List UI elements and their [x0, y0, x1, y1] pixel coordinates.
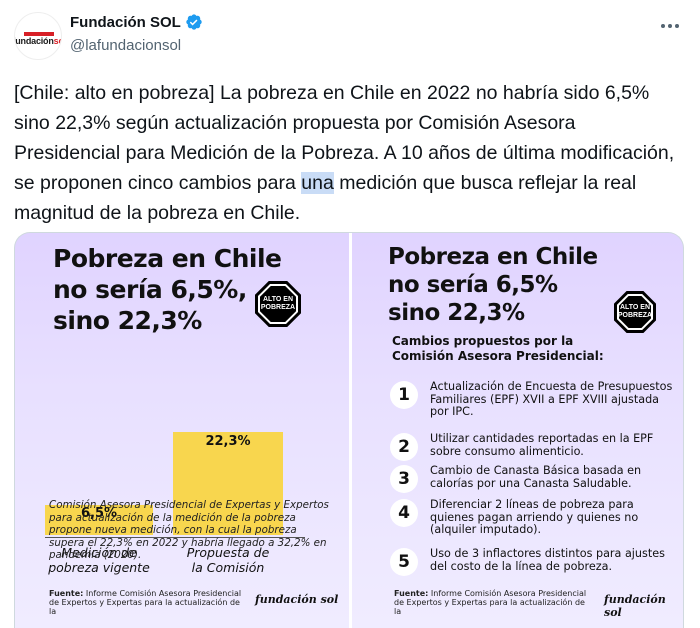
list-item: 1 Actualización de Encuesta de Presupues… [390, 380, 680, 419]
stop-sign-line2: POBREZA [617, 312, 653, 319]
right-title-line2: no sería 6,5% [388, 272, 558, 298]
verified-badge-icon [186, 14, 202, 30]
tweet-media-image[interactable]: Pobreza en Chile no sería 6,5%, sino 22,… [14, 232, 684, 628]
chart-bar [45, 505, 153, 535]
avatar[interactable]: Fundaciónsol [14, 12, 62, 60]
tweet-text-part2: medición que busca reflejar la real magn… [14, 172, 637, 224]
left-source-label: Fuente: [49, 589, 84, 598]
list-item: 2 Utilizar cantidades reportadas en la E… [390, 432, 680, 461]
list-item-number: 3 [390, 465, 418, 493]
list-item-text: Utilizar cantidades reportadas en la EPF… [430, 432, 654, 458]
list-item-text: Cambio de Canasta Básica basada en calor… [430, 464, 642, 490]
left-title: Pobreza en Chile no sería 6,5%, sino 22,… [53, 243, 282, 336]
chart-bar-value-label: 6,5% [80, 506, 118, 521]
subheading-line2: Comisión Asesora Presidencial: [392, 349, 604, 363]
avatar-logo-text: Fundaciónsol [14, 36, 61, 46]
list-item: 4 Diferenciar 2 líneas de pobreza para q… [390, 498, 680, 537]
chart-bar [173, 432, 283, 535]
list-item-text: Diferenciar 2 líneas de pobreza para qui… [430, 498, 639, 537]
stop-sign-line1: ALTO EN [262, 296, 294, 303]
tweet-text-part1: [Chile: alto en pobreza] La pobreza en C… [14, 82, 675, 194]
list-item-number: 1 [390, 381, 418, 409]
tweet-text: [Chile: alto en pobreza] La pobreza en C… [14, 78, 684, 228]
left-brand-logo: fundación sol [255, 593, 339, 606]
left-note: Comisión Asesora Presidencial de Experta… [49, 499, 329, 562]
subheading-line1: Cambios propuestos por la [392, 334, 574, 348]
list-item-text: Uso de 3 inflactores distintos para ajus… [430, 547, 665, 573]
chart-bar-value-label: 22,3% [205, 434, 251, 449]
list-item-number: 2 [390, 433, 418, 461]
left-title-line2: no sería 6,5%, [53, 275, 247, 304]
author-handle[interactable]: @lafundacionsol [70, 37, 182, 54]
left-title-line3: sino 22,3% [53, 306, 202, 335]
right-title: Pobreza en Chile no sería 6,5% sino 22,3… [388, 243, 598, 327]
list-item: 3 Cambio de Canasta Básica basada en cal… [390, 464, 680, 493]
chart-category-label: Propuesta de la Comisión [186, 545, 270, 575]
left-source: Fuente: Informe Comisión Asesora Preside… [49, 589, 249, 616]
list-item-text: Actualización de Encuesta de Presupuesto… [430, 380, 673, 419]
alto-en-pobreza-stop-sign-icon: ALTO EN POBREZA [614, 291, 656, 333]
right-brand-logo: fundación sol [604, 593, 666, 619]
stop-sign-line2: POBREZA [260, 304, 296, 311]
infographic-left-panel: Pobreza en Chile no sería 6,5%, sino 22,… [15, 233, 349, 628]
tweet-text-selection: una [301, 172, 334, 194]
infographic-right-panel: Pobreza en Chile no sería 6,5% sino 22,3… [352, 233, 683, 628]
right-source-text: Informe Comisión Asesora Presidencial de… [394, 589, 587, 616]
right-title-line3: sino 22,3% [388, 300, 525, 326]
poverty-bar-chart: 6,5% Medición de pobreza vigente 22,3% Propu… [45, 353, 325, 603]
chart-category-label: Medición de pobreza vigente [48, 545, 150, 575]
alto-en-pobreza-stop-sign-icon: ALTO EN POBREZA [255, 281, 301, 327]
avatar-logo-bar [24, 32, 54, 36]
tweet-header: Fundaciónsol Fundación SOL @lafundacions… [0, 0, 700, 70]
right-source-label: Fuente: [394, 589, 429, 598]
right-source: Fuente: Informe Comisión Asesora Preside… [394, 589, 594, 616]
stop-sign-line1: ALTO EN [619, 304, 651, 311]
left-title-line1: Pobreza en Chile [53, 244, 282, 273]
author-name[interactable]: Fundación SOL [70, 13, 181, 31]
more-options-icon[interactable] [658, 14, 682, 38]
right-title-line1: Pobreza en Chile [388, 244, 598, 270]
list-item-number: 4 [390, 499, 418, 527]
list-item: 5 Uso de 3 inflactores distintos para aj… [390, 547, 680, 576]
author-name-row[interactable]: Fundación SOL [70, 13, 203, 31]
changes-subheading: Cambios propuestos por la Comisión Aseso… [392, 334, 642, 364]
panel-divider [349, 233, 352, 628]
chart-baseline [45, 537, 305, 538]
left-source-text: Informe Comisión Asesora Presidencial de… [49, 589, 242, 616]
list-item-number: 5 [390, 548, 418, 576]
